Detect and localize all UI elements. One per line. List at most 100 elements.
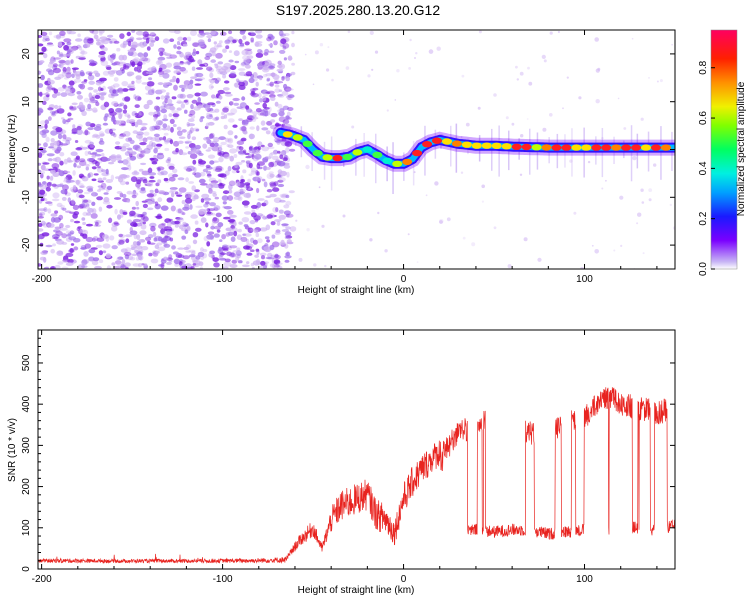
noise-speckle xyxy=(38,228,44,232)
noise-speckle xyxy=(279,154,284,160)
ridge-blob xyxy=(352,149,363,156)
noise-speckle xyxy=(233,230,238,237)
noise-speckle xyxy=(214,167,223,172)
noise-speckle xyxy=(178,187,187,193)
noise-speckle xyxy=(65,53,72,57)
noise-speckle xyxy=(254,43,263,47)
colorbar-tick-label: 0.2 xyxy=(698,211,709,225)
noise-speckle xyxy=(269,173,275,178)
noise-speckle xyxy=(240,137,247,142)
noise-speckle xyxy=(150,157,159,163)
noise-speckle xyxy=(57,250,63,255)
noise-speckle xyxy=(173,44,177,49)
faint-speckle xyxy=(519,71,524,76)
noise-speckle xyxy=(168,30,177,33)
faint-speckle xyxy=(428,49,434,54)
noise-speckle xyxy=(225,170,230,176)
noise-speckle xyxy=(53,229,61,233)
noise-speckle xyxy=(165,230,171,236)
faint-speckle xyxy=(313,263,317,267)
noise-speckle xyxy=(99,96,104,100)
faint-speckle xyxy=(594,249,599,254)
noise-speckle xyxy=(98,51,106,55)
noise-speckle xyxy=(51,183,57,187)
noise-speckle xyxy=(192,42,200,47)
noise-speckle xyxy=(83,199,89,203)
noise-speckle xyxy=(226,244,232,249)
noise-speckle xyxy=(168,176,176,182)
noise-speckle xyxy=(285,235,293,239)
noise-speckle xyxy=(113,265,122,269)
noise-speckle xyxy=(56,50,61,55)
noise-speckle xyxy=(204,201,210,206)
noise-speckle xyxy=(136,256,140,261)
noise-speckle xyxy=(155,250,160,254)
noise-speckle xyxy=(250,167,257,173)
noise-speckle xyxy=(111,225,118,232)
noise-speckle xyxy=(79,70,85,76)
noise-speckle xyxy=(94,94,101,100)
noise-speckle xyxy=(156,166,165,171)
noise-speckle xyxy=(141,170,150,176)
noise-speckle xyxy=(166,261,172,265)
noise-speckle xyxy=(213,233,220,238)
noise-speckle xyxy=(41,232,50,237)
noise-speckle xyxy=(134,95,142,102)
noise-speckles xyxy=(38,30,297,269)
noise-speckle xyxy=(65,89,72,95)
y-tick-label: -10 xyxy=(21,190,32,205)
noise-speckle xyxy=(165,95,170,99)
noise-speckle xyxy=(229,148,237,154)
ridge-blob xyxy=(561,144,572,151)
noise-speckle xyxy=(277,183,285,188)
noise-speckle xyxy=(197,41,206,47)
noise-speckle xyxy=(177,140,184,144)
noise-speckle xyxy=(232,124,238,128)
noise-speckle xyxy=(278,214,286,220)
noise-speckle xyxy=(155,215,163,219)
noise-speckle xyxy=(220,31,227,36)
noise-speckle xyxy=(255,81,259,87)
noise-speckle xyxy=(186,225,191,232)
noise-speckle xyxy=(194,189,200,193)
noise-speckle xyxy=(72,170,76,176)
noise-speckle xyxy=(126,157,131,162)
noise-speckle xyxy=(195,72,204,78)
noise-speckle xyxy=(215,212,222,218)
noise-speckle xyxy=(164,69,171,73)
noise-speckle xyxy=(170,205,176,212)
noise-speckle xyxy=(147,168,152,173)
snr-line xyxy=(38,387,675,565)
noise-speckle xyxy=(101,234,109,239)
noise-speckle xyxy=(73,220,81,224)
noise-speckle xyxy=(283,164,291,169)
noise-speckle xyxy=(164,235,169,239)
noise-speckle xyxy=(234,60,240,64)
noise-speckle xyxy=(87,187,94,193)
noise-speckle xyxy=(174,224,179,228)
noise-speckle xyxy=(54,104,58,110)
noise-speckle xyxy=(192,172,197,176)
faint-speckle xyxy=(493,93,497,97)
noise-speckle xyxy=(82,233,88,239)
noise-speckle xyxy=(160,105,166,110)
ridge-blob xyxy=(521,143,532,151)
faint-speckle xyxy=(573,211,577,215)
noise-speckle xyxy=(228,30,233,35)
noise-speckle xyxy=(103,192,109,195)
noise-speckle xyxy=(85,236,94,243)
noise-speckle xyxy=(127,40,132,47)
noise-speckle xyxy=(38,143,42,146)
faint-speckle xyxy=(460,171,464,174)
noise-speckle xyxy=(97,165,101,169)
noise-speckle xyxy=(115,141,121,145)
noise-speckle xyxy=(102,250,107,254)
noise-speckle xyxy=(282,119,290,125)
noise-speckle xyxy=(203,197,212,201)
noise-speckle xyxy=(172,113,180,118)
noise-speckle xyxy=(176,217,184,221)
faint-speckle xyxy=(384,249,388,253)
noise-speckle xyxy=(281,90,289,96)
noise-speckle xyxy=(102,91,107,95)
noise-speckle xyxy=(127,114,131,119)
